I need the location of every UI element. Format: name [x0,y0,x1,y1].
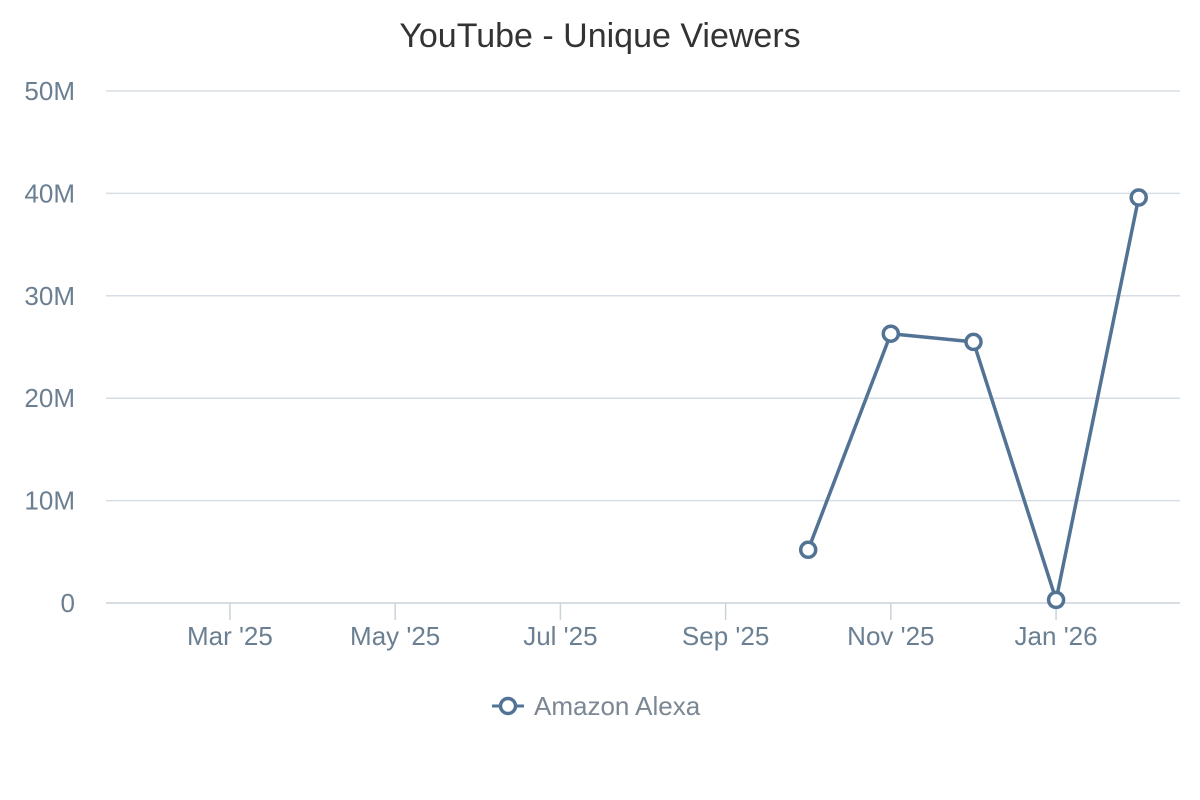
data-point[interactable] [881,324,901,343]
data-point[interactable] [798,540,818,560]
x-tick-label: Jul '25 [523,621,597,651]
y-tick-label: 50M [24,76,75,106]
y-axis: 0 10M 20M 30M 40M 50M [24,76,75,618]
series-group [798,188,1148,610]
y-tick-label: 30M [24,281,75,311]
legend[interactable]: Amazon Alexa [492,691,701,721]
grid-lines [106,90,1180,502]
data-point[interactable] [964,332,983,352]
x-tick-label: May '25 [350,621,440,651]
data-point[interactable] [1129,188,1148,207]
x-tick-label: Nov '25 [847,621,934,651]
x-axis: Mar '25 May '25 Jul '25 Sep '25 Nov '25 Jan '… [106,602,1180,651]
y-tick-label: 0 [61,588,75,618]
x-tick-label: Jan '26 [1015,621,1098,651]
x-tick-label: Sep '25 [682,621,769,651]
chart-title: YouTube - Unique Viewers [399,17,800,55]
legend-label: Amazon Alexa [534,691,701,721]
y-tick-label: 20M [24,383,75,413]
legend-marker [498,696,518,716]
y-tick-label: 10M [24,486,75,516]
data-point[interactable] [1046,590,1066,610]
y-tick-label: 40M [24,178,75,208]
x-tick-label: Mar '25 [187,621,273,651]
